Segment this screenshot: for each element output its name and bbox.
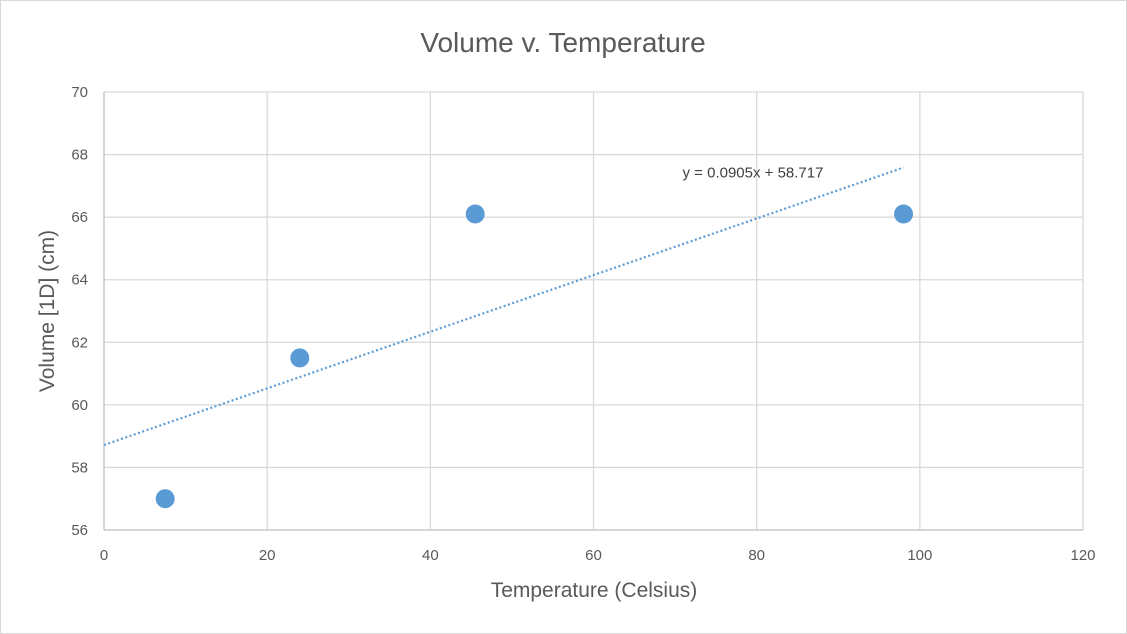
gridlines xyxy=(103,91,1084,531)
x-tick-label: 100 xyxy=(907,547,932,564)
x-tick-label: 20 xyxy=(259,547,276,564)
y-tick-label: 56 xyxy=(71,522,88,539)
data-point xyxy=(290,348,310,368)
x-tick-label: 120 xyxy=(1070,547,1095,564)
chart-title: Volume v. Temperature xyxy=(420,27,705,58)
trendline xyxy=(103,166,904,447)
data-point xyxy=(465,204,485,224)
x-tick-label: 40 xyxy=(422,547,439,564)
y-tick-label: 68 xyxy=(71,147,88,164)
y-tick-label: 66 xyxy=(71,209,88,226)
data-points xyxy=(155,204,914,509)
y-tick-label: 70 xyxy=(71,84,88,101)
y-tick-label: 64 xyxy=(71,272,88,289)
tick-labels: 0 20 40 60 80 100 120 56 58 60 62 64 66 68 70 xyxy=(71,84,1095,564)
data-point xyxy=(155,489,175,509)
data-point xyxy=(894,204,914,224)
x-tick-label: 80 xyxy=(748,547,765,564)
y-axis-title: Volume [1D] (cm) xyxy=(36,230,59,392)
x-tick-label: 0 xyxy=(100,547,108,564)
y-tick-label: 58 xyxy=(71,459,88,476)
y-tick-label: 62 xyxy=(71,334,88,351)
trendline-equation: y = 0.0905x + 58.717 xyxy=(683,165,824,182)
y-tick-label: 60 xyxy=(71,397,88,414)
trendline-layer xyxy=(103,166,904,447)
x-tick-label: 60 xyxy=(585,547,602,564)
x-axis-title: Temperature (Celsius) xyxy=(491,579,698,602)
